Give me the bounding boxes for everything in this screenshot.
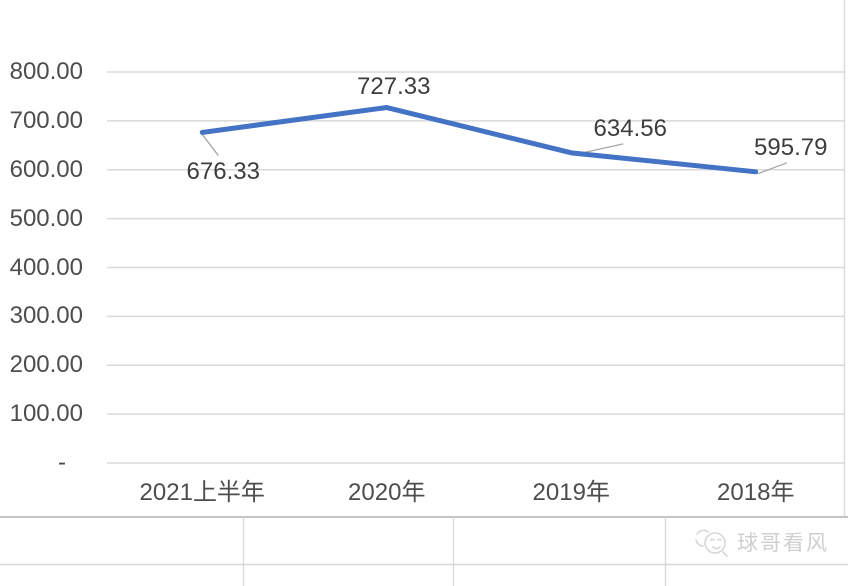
data-label-leader-line (757, 162, 787, 175)
x-axis-category-label: 2019年 (532, 479, 610, 506)
data-point-label: 634.56 (593, 114, 667, 142)
y-axis-tick-label: 300.00 (9, 302, 83, 330)
y-axis-tick-label: 400.00 (9, 253, 83, 281)
y-axis-tick-label: 200.00 (9, 351, 83, 379)
data-point-label: 676.33 (186, 158, 260, 186)
y-axis-tick-label: 800.00 (9, 58, 83, 85)
x-axis-category-label: 2020年 (348, 479, 426, 506)
data-label-leader-line (201, 134, 219, 156)
data-point-label: 727.33 (357, 72, 431, 100)
y-axis-tick-label: 100.00 (9, 400, 83, 428)
watermark-logo (695, 529, 728, 557)
y-axis-tick-label: - (58, 449, 66, 476)
y-axis-tick-label: 500.00 (9, 204, 83, 232)
series-line (199, 105, 759, 175)
data-point-label: 595.79 (754, 133, 828, 161)
watermark: 球哥看风 (694, 525, 829, 559)
x-axis-category-label: 2018年 (717, 479, 795, 506)
watermark-text: 球哥看风 (737, 532, 829, 555)
y-axis-tick-label: 600.00 (9, 155, 83, 183)
x-axis-category-label: 2021上半年 (139, 479, 265, 506)
y-axis-tick-label: 700.00 (9, 106, 83, 134)
